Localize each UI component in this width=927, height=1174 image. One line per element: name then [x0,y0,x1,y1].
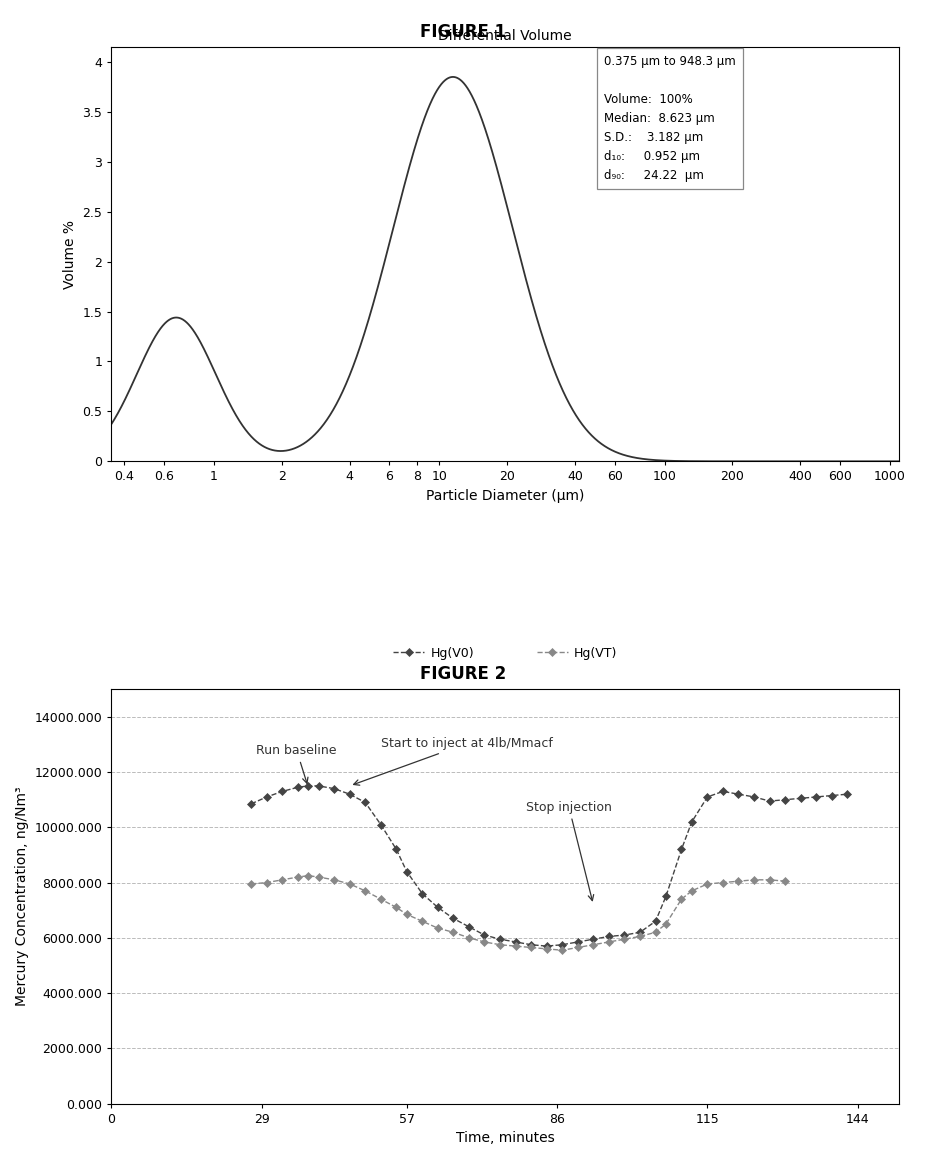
Hg(VT) [572,940,583,954]
Hg(VT) [526,940,537,954]
Hg(V0) [826,789,837,803]
Text: 0.375 μm to 948.3 μm

Volume:  100%
Median:  8.623 μm
S.D.:    3.182 μm
d₁₀:    : 0.375 μm to 948.3 μm Volume: 100% Median… [603,55,735,182]
Text: FIGURE 2: FIGURE 2 [420,666,507,683]
Legend: Hg(V0), Hg(VT): Hg(V0), Hg(VT) [388,642,622,664]
Hg(VT) [432,922,443,936]
Hg(V0) [660,890,671,904]
Y-axis label: Mercury Concentration, ng/Nm³: Mercury Concentration, ng/Nm³ [15,787,29,1006]
Hg(V0) [292,781,303,795]
Hg(V0) [277,784,288,798]
Hg(V0) [795,791,806,805]
Hg(V0) [541,939,552,953]
Hg(V0) [448,911,459,925]
Hg(VT) [557,943,568,957]
Hg(V0) [302,778,313,792]
Hg(V0) [360,796,371,810]
Hg(V0) [686,815,697,829]
Hg(VT) [510,939,521,953]
Text: Run baseline: Run baseline [257,744,337,783]
Line: Hg(VT): Hg(VT) [248,873,788,953]
Hg(VT) [375,892,387,906]
Y-axis label: Volume %: Volume % [63,220,77,289]
Hg(V0) [619,927,630,942]
Hg(VT) [479,935,490,949]
Hg(VT) [676,892,687,906]
Text: FIGURE 1: FIGURE 1 [421,23,506,41]
Hg(VT) [391,900,402,915]
Hg(VT) [619,932,630,946]
Hg(VT) [246,877,257,891]
Hg(VT) [660,917,671,931]
Hg(VT) [464,931,475,945]
Hg(V0) [479,927,490,942]
Hg(VT) [302,869,313,883]
Hg(V0) [432,900,443,915]
Hg(V0) [733,787,744,801]
Hg(V0) [650,915,661,929]
Hg(VT) [702,877,713,891]
Text: Stop injection: Stop injection [526,801,612,900]
Hg(VT) [292,870,303,884]
Hg(VT) [650,925,661,939]
Hg(VT) [360,884,371,898]
Hg(V0) [702,790,713,804]
Hg(VT) [261,876,273,890]
Hg(VT) [764,872,775,886]
X-axis label: Particle Diameter (μm): Particle Diameter (μm) [426,488,584,502]
X-axis label: Time, minutes: Time, minutes [456,1131,554,1145]
Hg(V0) [464,919,475,933]
Hg(V0) [313,778,324,792]
Hg(VT) [277,872,288,886]
Hg(V0) [391,843,402,857]
Hg(V0) [748,790,759,804]
Hg(V0) [603,930,615,944]
Hg(V0) [842,787,853,801]
Title: Differential Volume: Differential Volume [438,29,572,43]
Hg(V0) [246,797,257,811]
Hg(VT) [328,872,339,886]
Hg(V0) [676,843,687,857]
Hg(V0) [328,782,339,796]
Hg(V0) [401,864,413,878]
Hg(VT) [588,938,599,952]
Hg(VT) [748,872,759,886]
Hg(V0) [717,784,729,798]
Hg(V0) [634,925,645,939]
Hg(V0) [375,817,387,831]
Hg(V0) [572,935,583,949]
Hg(V0) [417,886,428,900]
Hg(VT) [313,870,324,884]
Hg(VT) [344,877,355,891]
Hg(V0) [780,792,791,807]
Hg(V0) [261,790,273,804]
Hg(VT) [634,930,645,944]
Hg(VT) [448,925,459,939]
Hg(V0) [526,938,537,952]
Hg(V0) [510,935,521,949]
Hg(VT) [686,884,697,898]
Line: Hg(V0): Hg(V0) [248,783,850,949]
Hg(VT) [603,935,615,949]
Hg(V0) [557,938,568,952]
Hg(V0) [494,932,505,946]
Hg(VT) [733,875,744,889]
Hg(V0) [764,794,775,808]
Hg(V0) [588,932,599,946]
Hg(VT) [401,908,413,922]
Hg(VT) [541,942,552,956]
Hg(VT) [717,876,729,890]
Text: Start to inject at 4lb/Mmacf: Start to inject at 4lb/Mmacf [353,737,552,785]
Hg(VT) [417,915,428,929]
Hg(V0) [344,787,355,801]
Hg(V0) [811,790,822,804]
Hg(VT) [494,938,505,952]
Hg(VT) [780,875,791,889]
